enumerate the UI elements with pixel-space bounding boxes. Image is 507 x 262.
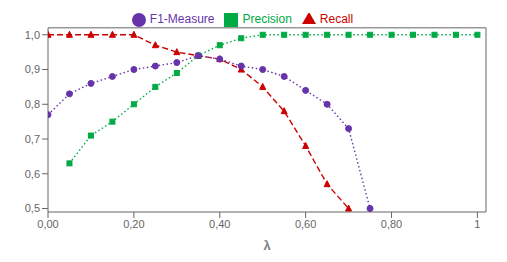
svg-text:0,60: 0,60 xyxy=(295,218,316,230)
svg-text:0,5: 0,5 xyxy=(25,202,40,214)
svg-text:λ: λ xyxy=(263,238,271,253)
svg-text:1,0: 1,0 xyxy=(25,29,40,41)
svg-text:0,40: 0,40 xyxy=(209,218,230,230)
svg-text:1: 1 xyxy=(474,218,480,230)
html-text:Precision: Precision xyxy=(242,12,292,26)
html-text:Recall: Recall xyxy=(319,12,354,26)
svg-text:0,9: 0,9 xyxy=(25,63,40,75)
svg-text:0,00: 0,00 xyxy=(37,218,58,230)
svg-text:0,8: 0,8 xyxy=(25,98,40,110)
svg-text:0,20: 0,20 xyxy=(123,218,144,230)
svg-text:0,80: 0,80 xyxy=(381,218,402,230)
svg-text:0,7: 0,7 xyxy=(25,133,40,145)
svg-text:0,6: 0,6 xyxy=(25,168,40,180)
html-text:F1-Measure: F1-Measure xyxy=(149,12,215,26)
